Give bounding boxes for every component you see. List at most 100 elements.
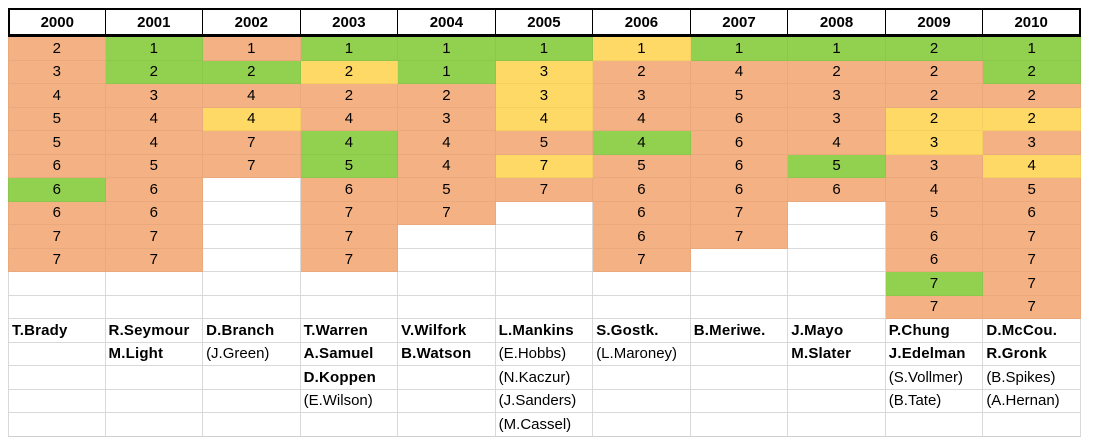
pick-cell-2000-r6[interactable]: 6	[8, 154, 106, 178]
pick-cell-2002-r4[interactable]: 4	[203, 107, 301, 131]
empty-name-cell-2001-4[interactable]	[105, 389, 204, 413]
pick-cell-2010-r12[interactable]: 7	[983, 295, 1081, 319]
year-header-2004[interactable]: 2004	[398, 8, 496, 37]
pick-cell-2003-r6[interactable]: 5	[300, 154, 399, 178]
empty-name-cell-2007-3[interactable]	[690, 366, 789, 390]
empty-cell-2006-r12[interactable]	[593, 295, 691, 319]
pick-cell-2001-r9[interactable]: 7	[105, 225, 204, 249]
empty-name-cell-2000-4[interactable]	[8, 389, 106, 413]
player-name-cell-2005-2[interactable]: (E.Hobbs)	[495, 342, 594, 366]
pick-cell-2001-r2[interactable]: 2	[105, 60, 204, 84]
pick-cell-2009-r6[interactable]: 3	[885, 154, 984, 178]
pick-cell-2005-r7[interactable]: 7	[495, 178, 594, 202]
empty-name-cell-2007-5[interactable]	[690, 413, 789, 437]
player-name-cell-2003-1[interactable]: T.Warren	[300, 319, 399, 343]
year-header-2000[interactable]: 2000	[8, 8, 106, 37]
pick-cell-2008-r6[interactable]: 5	[788, 154, 886, 178]
empty-cell-2002-r12[interactable]	[203, 295, 301, 319]
empty-name-cell-2008-5[interactable]	[788, 413, 886, 437]
empty-cell-2002-r9[interactable]	[203, 225, 301, 249]
pick-cell-2006-r3[interactable]: 3	[593, 84, 691, 108]
year-header-2005[interactable]: 2005	[495, 8, 594, 37]
player-name-cell-2003-3[interactable]: D.Koppen	[300, 366, 399, 390]
pick-cell-2010-r8[interactable]: 6	[983, 201, 1081, 225]
pick-cell-2008-r4[interactable]: 3	[788, 107, 886, 131]
pick-cell-2001-r5[interactable]: 4	[105, 131, 204, 155]
pick-cell-2009-r9[interactable]: 6	[885, 225, 984, 249]
empty-name-cell-2000-2[interactable]	[8, 342, 106, 366]
pick-cell-2009-r4[interactable]: 2	[885, 107, 984, 131]
pick-cell-2000-r1[interactable]: 2	[8, 37, 106, 61]
pick-cell-2007-r8[interactable]: 7	[690, 201, 789, 225]
pick-cell-2003-r5[interactable]: 4	[300, 131, 399, 155]
player-name-cell-2005-5[interactable]: (M.Cassel)	[495, 413, 594, 437]
pick-cell-2006-r2[interactable]: 2	[593, 60, 691, 84]
pick-cell-2006-r7[interactable]: 6	[593, 178, 691, 202]
pick-cell-2000-r5[interactable]: 5	[8, 131, 106, 155]
player-name-cell-2001-1[interactable]: R.Seymour	[105, 319, 204, 343]
empty-cell-2000-r11[interactable]	[8, 272, 106, 296]
player-name-cell-2009-3[interactable]: (S.Vollmer)	[885, 366, 984, 390]
pick-cell-2008-r2[interactable]: 2	[788, 60, 886, 84]
pick-cell-2008-r5[interactable]: 4	[788, 131, 886, 155]
pick-cell-2004-r4[interactable]: 3	[398, 107, 496, 131]
pick-cell-2001-r8[interactable]: 6	[105, 201, 204, 225]
pick-cell-2001-r6[interactable]: 5	[105, 154, 204, 178]
year-header-2008[interactable]: 2008	[788, 8, 886, 37]
empty-cell-2002-r10[interactable]	[203, 248, 301, 272]
empty-cell-2008-r8[interactable]	[788, 201, 886, 225]
empty-name-cell-2010-5[interactable]	[983, 413, 1081, 437]
pick-cell-2010-r4[interactable]: 2	[983, 107, 1081, 131]
player-name-cell-2009-1[interactable]: P.Chung	[885, 319, 984, 343]
pick-cell-2005-r3[interactable]: 3	[495, 84, 594, 108]
pick-cell-2010-r5[interactable]: 3	[983, 131, 1081, 155]
empty-cell-2005-r9[interactable]	[495, 225, 594, 249]
pick-cell-2010-r9[interactable]: 7	[983, 225, 1081, 249]
pick-cell-2000-r9[interactable]: 7	[8, 225, 106, 249]
year-header-2007[interactable]: 2007	[690, 8, 789, 37]
player-name-cell-2009-4[interactable]: (B.Tate)	[885, 389, 984, 413]
player-name-cell-2004-2[interactable]: B.Watson	[398, 342, 496, 366]
pick-cell-2010-r10[interactable]: 7	[983, 248, 1081, 272]
pick-cell-2001-r1[interactable]: 1	[105, 37, 204, 61]
pick-cell-2007-r9[interactable]: 7	[690, 225, 789, 249]
pick-cell-2003-r7[interactable]: 6	[300, 178, 399, 202]
empty-cell-2008-r12[interactable]	[788, 295, 886, 319]
player-name-cell-2010-2[interactable]: R.Gronk	[983, 342, 1081, 366]
pick-cell-2008-r7[interactable]: 6	[788, 178, 886, 202]
empty-name-cell-2003-5[interactable]	[300, 413, 399, 437]
pick-cell-2009-r10[interactable]: 6	[885, 248, 984, 272]
player-name-cell-2007-1[interactable]: B.Meriwe.	[690, 319, 789, 343]
empty-cell-2004-r12[interactable]	[398, 295, 496, 319]
pick-cell-2010-r3[interactable]: 2	[983, 84, 1081, 108]
year-header-2003[interactable]: 2003	[300, 8, 399, 37]
player-name-cell-2005-1[interactable]: L.Mankins	[495, 319, 594, 343]
pick-cell-2007-r4[interactable]: 6	[690, 107, 789, 131]
pick-cell-2002-r1[interactable]: 1	[203, 37, 301, 61]
pick-cell-2003-r8[interactable]: 7	[300, 201, 399, 225]
pick-cell-2008-r3[interactable]: 3	[788, 84, 886, 108]
pick-cell-2005-r2[interactable]: 3	[495, 60, 594, 84]
empty-cell-2005-r8[interactable]	[495, 201, 594, 225]
pick-cell-2000-r4[interactable]: 5	[8, 107, 106, 131]
pick-cell-2009-r3[interactable]: 2	[885, 84, 984, 108]
empty-name-cell-2006-4[interactable]	[593, 389, 691, 413]
pick-cell-2001-r3[interactable]: 3	[105, 84, 204, 108]
empty-name-cell-2001-3[interactable]	[105, 366, 204, 390]
empty-name-cell-2008-4[interactable]	[788, 389, 886, 413]
pick-cell-2000-r3[interactable]: 4	[8, 84, 106, 108]
empty-cell-2001-r12[interactable]	[105, 295, 204, 319]
pick-cell-2002-r2[interactable]: 2	[203, 60, 301, 84]
empty-name-cell-2002-4[interactable]	[203, 389, 301, 413]
pick-cell-2003-r10[interactable]: 7	[300, 248, 399, 272]
year-header-2010[interactable]: 2010	[983, 8, 1081, 37]
empty-cell-2008-r10[interactable]	[788, 248, 886, 272]
empty-cell-2004-r9[interactable]	[398, 225, 496, 249]
pick-cell-2006-r9[interactable]: 6	[593, 225, 691, 249]
pick-cell-2010-r1[interactable]: 1	[983, 37, 1081, 61]
pick-cell-2004-r1[interactable]: 1	[398, 37, 496, 61]
player-name-cell-2002-1[interactable]: D.Branch	[203, 319, 301, 343]
pick-cell-2003-r4[interactable]: 4	[300, 107, 399, 131]
player-name-cell-2010-3[interactable]: (B.Spikes)	[983, 366, 1081, 390]
player-name-cell-2000-1[interactable]: T.Brady	[8, 319, 106, 343]
